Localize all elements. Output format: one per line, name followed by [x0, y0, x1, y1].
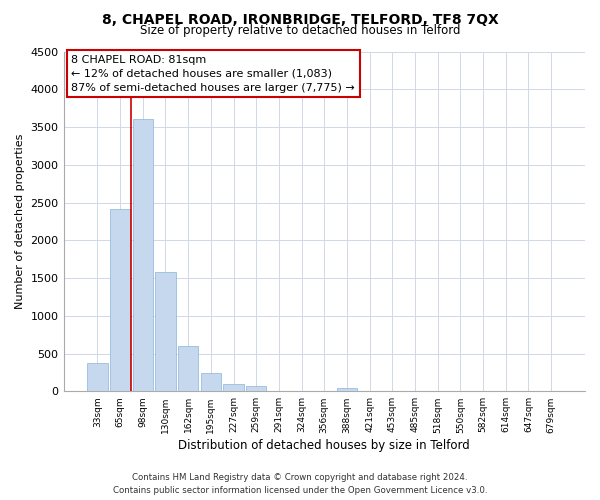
Bar — [110, 208, 130, 392]
Bar — [133, 120, 153, 392]
Bar — [200, 373, 221, 392]
Bar — [223, 384, 244, 392]
Y-axis label: Number of detached properties: Number of detached properties — [15, 134, 25, 309]
X-axis label: Distribution of detached houses by size in Telford: Distribution of detached houses by size … — [178, 440, 470, 452]
Bar — [246, 386, 266, 392]
Text: 8, CHAPEL ROAD, IRONBRIDGE, TELFORD, TF8 7QX: 8, CHAPEL ROAD, IRONBRIDGE, TELFORD, TF8… — [101, 12, 499, 26]
Text: 8 CHAPEL ROAD: 81sqm
← 12% of detached houses are smaller (1,083)
87% of semi-de: 8 CHAPEL ROAD: 81sqm ← 12% of detached h… — [71, 55, 355, 93]
Text: Size of property relative to detached houses in Telford: Size of property relative to detached ho… — [140, 24, 460, 37]
Text: Contains HM Land Registry data © Crown copyright and database right 2024.
Contai: Contains HM Land Registry data © Crown c… — [113, 474, 487, 495]
Bar — [337, 388, 357, 392]
Bar — [155, 272, 176, 392]
Bar — [178, 346, 199, 392]
Bar — [87, 364, 107, 392]
